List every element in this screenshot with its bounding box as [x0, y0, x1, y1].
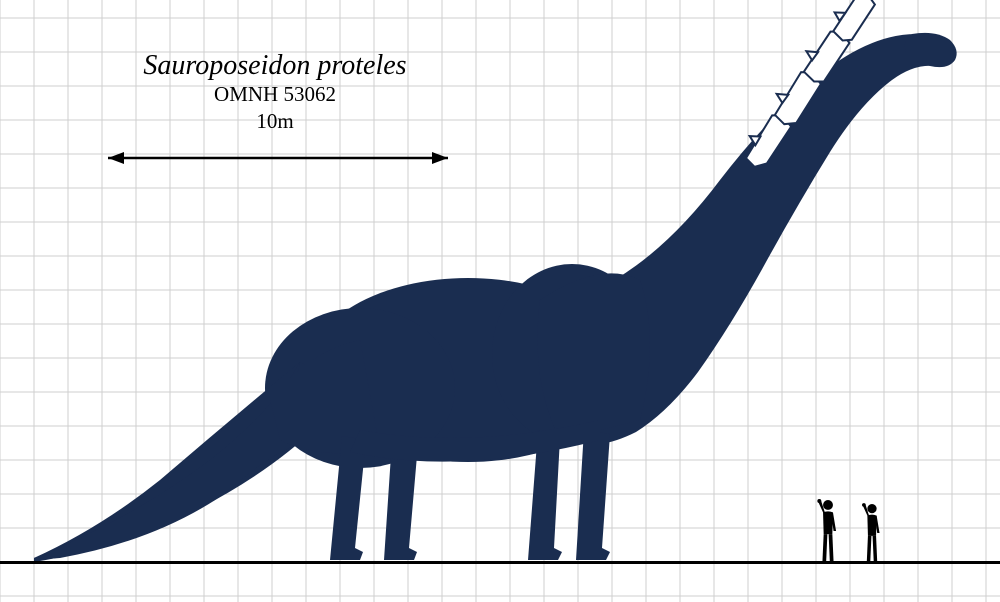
size-comparison-diagram: Sauroposeidon proteles OMNH 53062 10m: [0, 0, 1000, 602]
scale-arrow: [0, 0, 1000, 602]
